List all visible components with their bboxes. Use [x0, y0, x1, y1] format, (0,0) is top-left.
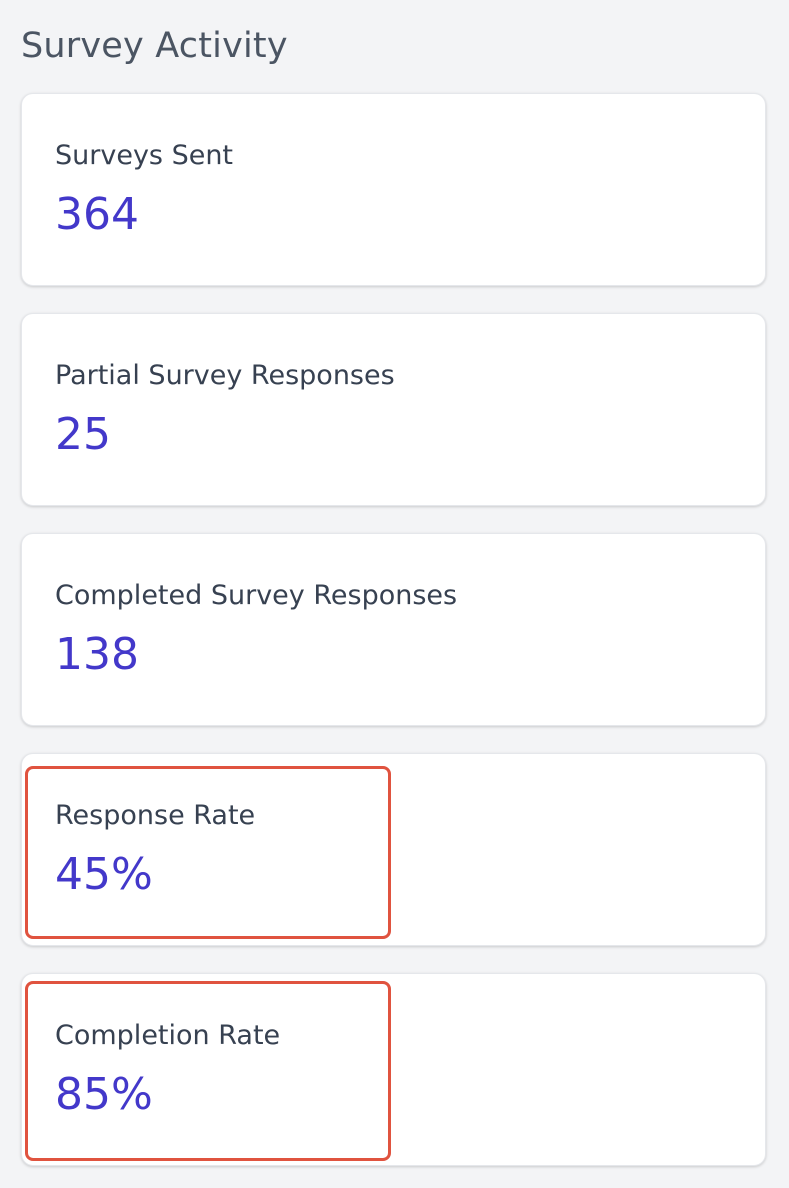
card-partial-survey-responses: Partial Survey Responses 25: [21, 313, 766, 506]
card-completion-rate: Completion Rate 85%: [21, 973, 766, 1166]
card-label: Completion Rate: [55, 1020, 281, 1051]
card-value: 45%: [55, 849, 153, 900]
card-value: 25: [55, 409, 111, 460]
card-value: 85%: [55, 1069, 153, 1120]
card-label: Completed Survey Responses: [55, 580, 458, 611]
card-label: Surveys Sent: [55, 140, 234, 171]
card-value: 138: [55, 629, 139, 680]
card-label: Partial Survey Responses: [55, 360, 395, 391]
card-completed-survey-responses: Completed Survey Responses 138: [21, 533, 766, 726]
card-label: Response Rate: [55, 800, 256, 831]
card-surveys-sent: Surveys Sent 364: [21, 93, 766, 286]
card-value: 364: [55, 189, 139, 240]
section-title: Survey Activity: [21, 26, 288, 66]
card-response-rate: Response Rate 45%: [21, 753, 766, 946]
